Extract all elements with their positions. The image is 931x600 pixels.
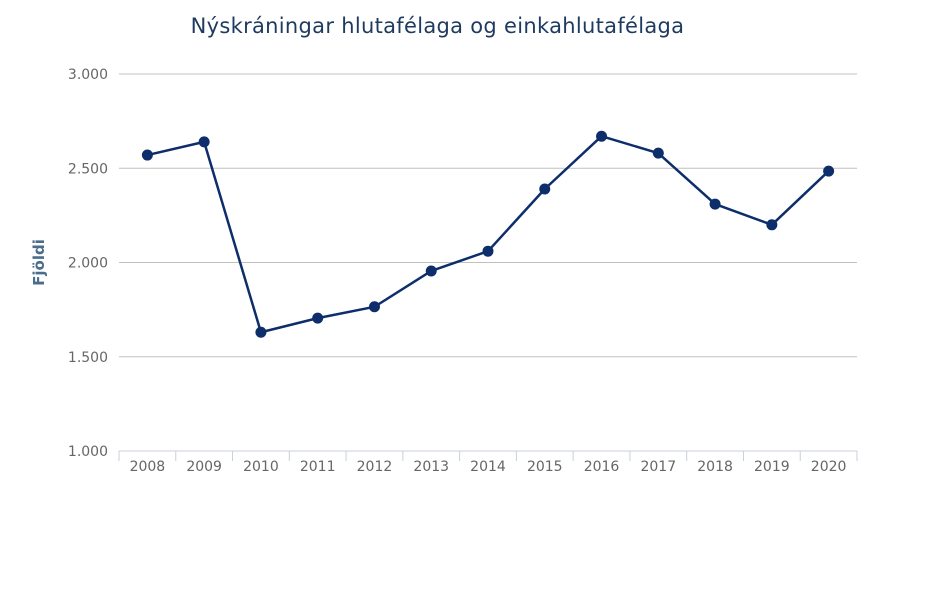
x-tick-label: 2010	[243, 459, 279, 475]
data-point[interactable]	[141, 149, 153, 161]
y-tick-label: 2.000	[68, 256, 108, 272]
x-tick-label: 2017	[640, 459, 676, 475]
x-tick-label: 2012	[357, 459, 393, 475]
data-point[interactable]	[198, 136, 210, 148]
data-point[interactable]	[539, 183, 551, 195]
y-tick-label: 3.000	[68, 67, 108, 83]
gridlines	[119, 73, 857, 452]
data-point[interactable]	[482, 245, 494, 257]
y-axis: 1.000 1.500 2.000 2.500 3.000	[68, 67, 108, 460]
data-point[interactable]	[368, 301, 380, 313]
data-point[interactable]	[312, 312, 324, 324]
chart-title: Nýskráningar hlutafélaga og einkahlutafé…	[190, 14, 685, 38]
x-tick-label: 2014	[470, 459, 506, 475]
y-tick-label: 1.000	[68, 444, 108, 460]
x-tick-label: 2018	[697, 459, 733, 475]
x-tick-label: 2011	[300, 459, 336, 475]
x-tick-label: 2008	[130, 459, 166, 475]
data-point[interactable]	[596, 130, 608, 142]
x-tick-label: 2020	[811, 459, 847, 475]
data-point[interactable]	[255, 326, 267, 338]
data-point[interactable]	[766, 219, 778, 231]
x-tick-label: 2016	[584, 459, 620, 475]
data-point[interactable]	[823, 165, 835, 177]
series-line	[147, 134, 830, 334]
x-axis: 2008 2009 2010 2011 2012 2013 2014 2015 2016 2017…	[118, 451, 858, 475]
y-tick-label: 1.500	[68, 350, 108, 366]
y-tick-label: 2.500	[68, 161, 108, 177]
data-point[interactable]	[709, 198, 721, 210]
y-axis-title: Fjöldi	[30, 239, 48, 286]
x-tick-label: 2009	[186, 459, 222, 475]
x-tick-label: 2019	[754, 459, 790, 475]
data-point[interactable]	[652, 147, 664, 159]
series	[141, 130, 835, 338]
x-tick-label: 2013	[413, 459, 449, 475]
x-tick-label: 2015	[527, 459, 563, 475]
data-point[interactable]	[425, 265, 437, 277]
